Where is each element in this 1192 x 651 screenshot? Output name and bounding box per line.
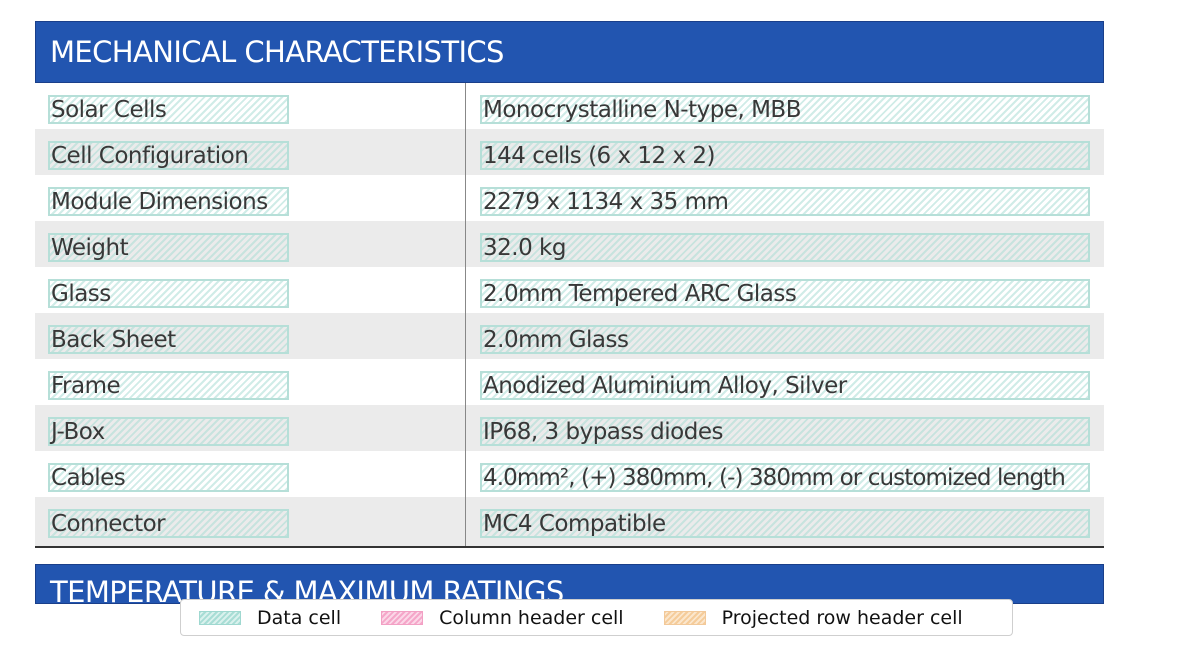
data-cell-swatch	[199, 610, 241, 625]
row-header-swatch	[663, 610, 706, 625]
table-row: Module Dimensions 2279 x 1134 x 35 mm	[35, 175, 1104, 221]
row-label: Solar Cells	[48, 95, 289, 124]
row-label: Back Sheet	[48, 325, 289, 354]
column-header-swatch	[381, 610, 424, 625]
table-row: Back Sheet 2.0mm Glass	[35, 313, 1104, 359]
row-label: Module Dimensions	[48, 187, 289, 216]
row-value: Anodized Aluminium Alloy, Silver	[480, 371, 1090, 400]
row-value: 4.0mm², (+) 380mm, (-) 380mm or customiz…	[480, 463, 1090, 492]
row-value: 2279 x 1134 x 35 mm	[480, 187, 1090, 216]
row-label: Weight	[48, 233, 289, 262]
row-label: Frame	[48, 371, 289, 400]
legend-label: Column header cell	[439, 606, 624, 629]
section-header-mechanical: MECHANICAL CHARACTERISTICS	[35, 21, 1104, 83]
section-header-temperature: TEMPERATURE & MAXIMUM RATINGS	[35, 564, 1104, 604]
legend-label: Projected row header cell	[721, 606, 963, 629]
legend-item-column-header: Column header cell	[381, 606, 624, 629]
row-label: Cables	[48, 463, 289, 492]
table-row: Weight 32.0 kg	[35, 221, 1104, 267]
table-row: J-Box IP68, 3 bypass diodes	[35, 405, 1104, 451]
row-value: 144 cells (6 x 12 x 2)	[480, 141, 1090, 170]
table-row: Frame Anodized Aluminium Alloy, Silver	[35, 359, 1104, 405]
legend-label: Data cell	[257, 606, 342, 629]
mechanical-table: Solar Cells Monocrystalline N-type, MBB …	[35, 83, 1104, 548]
table-row: Glass 2.0mm Tempered ARC Glass	[35, 267, 1104, 313]
legend-item-data-cell: Data cell	[199, 607, 341, 629]
row-value: IP68, 3 bypass diodes	[480, 417, 1090, 446]
legend: Data cell Column header cell Projected r…	[180, 599, 1013, 636]
table-row: Connector MC4 Compatible	[35, 497, 1104, 546]
section-title: TEMPERATURE & MAXIMUM RATINGS	[50, 575, 564, 604]
table-row: Cell Configuration 144 cells (6 x 12 x 2…	[35, 129, 1104, 175]
row-label: J-Box	[48, 417, 289, 446]
row-value: MC4 Compatible	[480, 509, 1090, 538]
row-label: Connector	[48, 509, 289, 538]
section-title: MECHANICAL CHARACTERISTICS	[50, 35, 504, 69]
row-value: 2.0mm Tempered ARC Glass	[480, 279, 1090, 308]
legend-item-row-header: Projected row header cell	[663, 606, 963, 629]
row-value: 32.0 kg	[480, 233, 1090, 262]
column-divider	[465, 83, 466, 546]
row-label: Glass	[48, 279, 289, 308]
table-row: Cables 4.0mm², (+) 380mm, (-) 380mm or c…	[35, 451, 1104, 497]
row-value: 2.0mm Glass	[480, 325, 1090, 354]
row-value: Monocrystalline N-type, MBB	[480, 95, 1090, 124]
row-label: Cell Configuration	[48, 141, 289, 170]
table-row: Solar Cells Monocrystalline N-type, MBB	[35, 83, 1104, 129]
